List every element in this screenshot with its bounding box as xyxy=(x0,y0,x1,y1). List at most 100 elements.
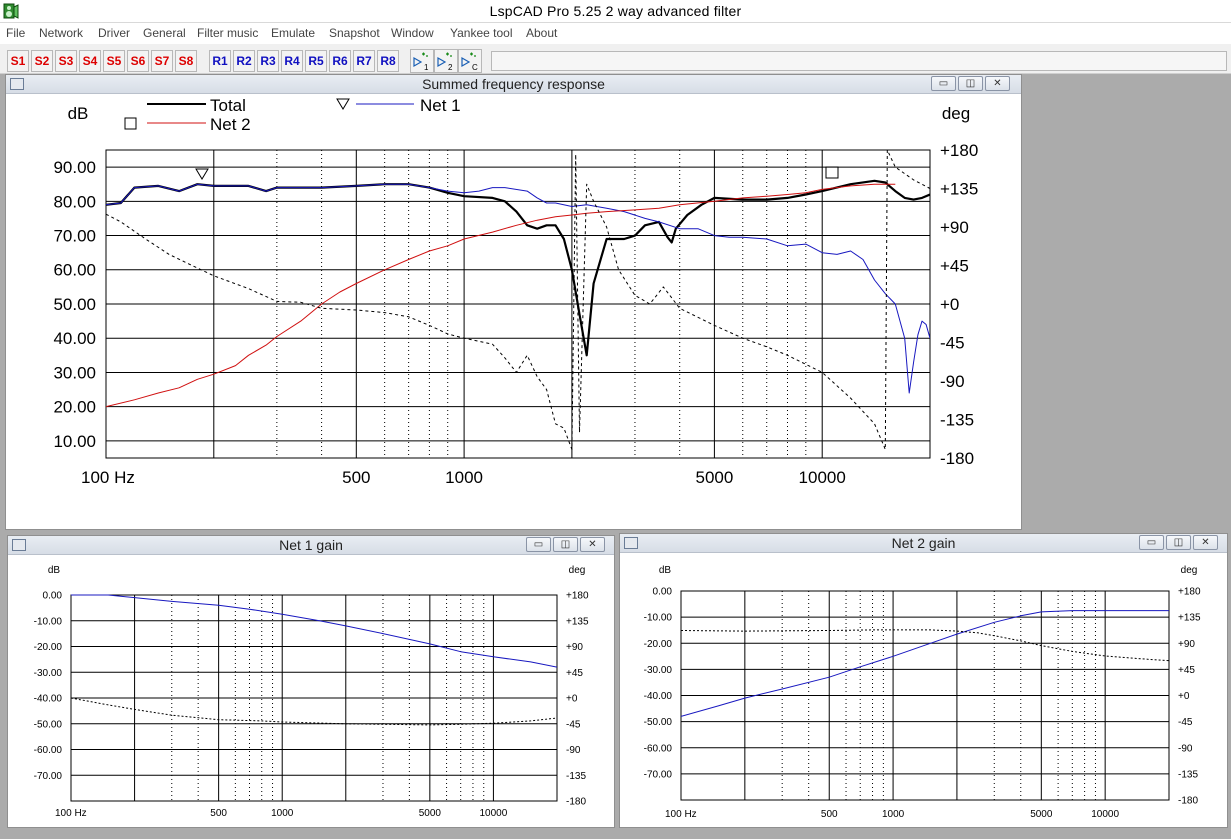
menu-emulate[interactable]: Emulate xyxy=(271,26,316,40)
menu-window[interactable]: Window xyxy=(391,26,434,40)
menu-snapshot[interactable]: Snapshot xyxy=(329,26,380,40)
snapshot-s3-button[interactable]: S3 xyxy=(55,50,77,72)
y2-tick-label: +90 xyxy=(1178,639,1195,650)
recall-r1-button[interactable]: R1 xyxy=(209,50,231,72)
y2-tick-label: +45 xyxy=(940,256,969,275)
y2-tick-label: -180 xyxy=(1178,796,1198,807)
series-line-net-2 xyxy=(106,183,896,408)
restore-button[interactable]: ◫ xyxy=(1166,535,1191,550)
probe-2-button[interactable]: 2 xyxy=(434,49,458,73)
recall-r2-button[interactable]: R2 xyxy=(233,50,255,72)
y2-tick-label: +0 xyxy=(566,694,578,705)
probe-1-button[interactable]: 1 xyxy=(410,49,434,73)
y2-tick-label: +180 xyxy=(566,591,589,602)
recall-r7-button[interactable]: R7 xyxy=(353,50,375,72)
y2-tick-label: -90 xyxy=(940,372,965,391)
menu-filter-music[interactable]: Filter music xyxy=(197,26,259,40)
y2-tick-label: +135 xyxy=(566,616,589,627)
restore-button[interactable]: ◫ xyxy=(958,76,983,91)
y-tick-label: 0.00 xyxy=(43,591,63,602)
restore-button[interactable]: ◫ xyxy=(553,537,578,552)
x-tick-label: 1000 xyxy=(445,468,483,487)
menu-file[interactable]: File xyxy=(6,26,26,40)
y2-tick-label: -135 xyxy=(566,771,586,782)
net1-gain-window[interactable]: Net 1 gain ▭ ◫ ✕ dB deg 0.00 -10.00 -20.00 -3… xyxy=(7,535,615,828)
menu-yankee-tool[interactable]: Yankee tool xyxy=(450,26,513,40)
window-system-icon[interactable] xyxy=(10,78,24,90)
x-tick-label: 5000 xyxy=(1030,809,1053,820)
recall-r6-button[interactable]: R6 xyxy=(329,50,351,72)
minimize-button[interactable]: ▭ xyxy=(526,537,551,552)
recall-r4-button[interactable]: R4 xyxy=(281,50,303,72)
close-button[interactable]: ✕ xyxy=(985,76,1010,91)
window-title: Net 1 gain xyxy=(279,537,343,553)
menu-driver[interactable]: Driver xyxy=(98,26,130,40)
y2-tick-label: +0 xyxy=(1178,691,1190,702)
window-title-bar[interactable]: Summed frequency response ▭ ◫ ✕ xyxy=(6,75,1021,94)
close-button[interactable]: ✕ xyxy=(1193,535,1218,550)
window-title-bar[interactable]: Net 1 gain ▭ ◫ ✕ xyxy=(8,536,614,555)
toolbar-status-field xyxy=(491,51,1227,71)
menu-about[interactable]: About xyxy=(526,26,558,40)
summed-response-chart: dB deg 90.00 80.00 70.00 60.00 50.00 40.00 30.00… xyxy=(53,96,978,487)
series-line-gain xyxy=(71,594,557,668)
y2-tick-label: -45 xyxy=(1178,717,1193,728)
minimize-button[interactable]: ▭ xyxy=(1139,535,1164,550)
recall-r3-button[interactable]: R3 xyxy=(257,50,279,72)
window-title: Net 2 gain xyxy=(891,535,956,551)
svg-text:2: 2 xyxy=(448,63,453,72)
net1-gain-chart: dB deg 0.00 -10.00 -20.00 -30.00 -40.00 -50.00 -… xyxy=(34,565,589,819)
y-tick-label: -10.00 xyxy=(34,616,63,627)
window-title-bar[interactable]: Net 2 gain ▭ ◫ ✕ xyxy=(620,534,1227,553)
plot-marker-triangle xyxy=(195,168,209,180)
recall-r8-button[interactable]: R8 xyxy=(377,50,399,72)
y-tick-label: 60.00 xyxy=(53,261,96,280)
snapshot-s4-button[interactable]: S4 xyxy=(79,50,101,72)
recall-r5-button[interactable]: R5 xyxy=(305,50,327,72)
y2-tick-label: +135 xyxy=(1178,613,1201,624)
legend-label-net1: Net 1 xyxy=(420,96,461,115)
window-system-icon[interactable] xyxy=(12,539,26,551)
legend-marker-net2 xyxy=(124,117,137,130)
summed-response-window[interactable]: Summed frequency response ▭ ◫ ✕ dB deg 90.… xyxy=(5,74,1022,530)
y-tick-label: -20.00 xyxy=(34,642,63,653)
app-title: LspCAD Pro 5.25 2 way advanced filter xyxy=(489,3,742,19)
y-tick-label: -70.00 xyxy=(34,771,63,782)
y2-tick-label: +180 xyxy=(1178,587,1201,598)
y-tick-label: 90.00 xyxy=(53,158,96,177)
x-tick-label: 1000 xyxy=(882,809,905,820)
snapshot-s2-button[interactable]: S2 xyxy=(31,50,53,72)
menu-bar: File Network Driver General Filter music… xyxy=(0,23,1231,44)
y-tick-label: -60.00 xyxy=(644,743,673,754)
y-axis-label: dB xyxy=(68,104,89,123)
x-tick-label: 5000 xyxy=(419,808,442,819)
window-system-icon[interactable] xyxy=(624,537,638,549)
snapshot-s7-button[interactable]: S7 xyxy=(151,50,173,72)
y2-tick-label: -135 xyxy=(940,410,974,429)
y-tick-label: 0.00 xyxy=(653,587,673,598)
x-tick-label: 500 xyxy=(821,809,838,820)
window-title: Summed frequency response xyxy=(422,76,605,92)
y-tick-label: -30.00 xyxy=(644,665,673,676)
y2-tick-label: +180 xyxy=(940,141,978,160)
minimize-button[interactable]: ▭ xyxy=(931,76,956,91)
snapshot-s5-button[interactable]: S5 xyxy=(103,50,125,72)
series-line-phase xyxy=(681,629,1169,662)
y-tick-label: -40.00 xyxy=(644,691,673,702)
legend-marker-net1 xyxy=(336,98,350,110)
menu-network[interactable]: Network xyxy=(39,26,84,40)
snapshot-s1-button[interactable]: S1 xyxy=(7,50,29,72)
svg-text:C: C xyxy=(472,63,478,72)
y2-axis-label: deg xyxy=(569,565,586,576)
snapshot-s6-button[interactable]: S6 xyxy=(127,50,149,72)
probe-c-button[interactable]: C xyxy=(458,49,482,73)
title-bar: LspCAD Pro 5.25 2 way advanced filter xyxy=(0,0,1231,23)
y2-tick-label: +135 xyxy=(940,179,978,198)
x-tick-label: 500 xyxy=(210,808,227,819)
menu-general[interactable]: General xyxy=(143,26,186,40)
snapshot-s8-button[interactable]: S8 xyxy=(175,50,197,72)
net2-gain-window[interactable]: Net 2 gain ▭ ◫ ✕ dB deg 0.00 -10.00 -20.00 -3… xyxy=(619,533,1228,828)
x-tick-label: 100 Hz xyxy=(55,808,87,819)
close-button[interactable]: ✕ xyxy=(580,537,605,552)
speaker-app-icon xyxy=(3,3,19,19)
